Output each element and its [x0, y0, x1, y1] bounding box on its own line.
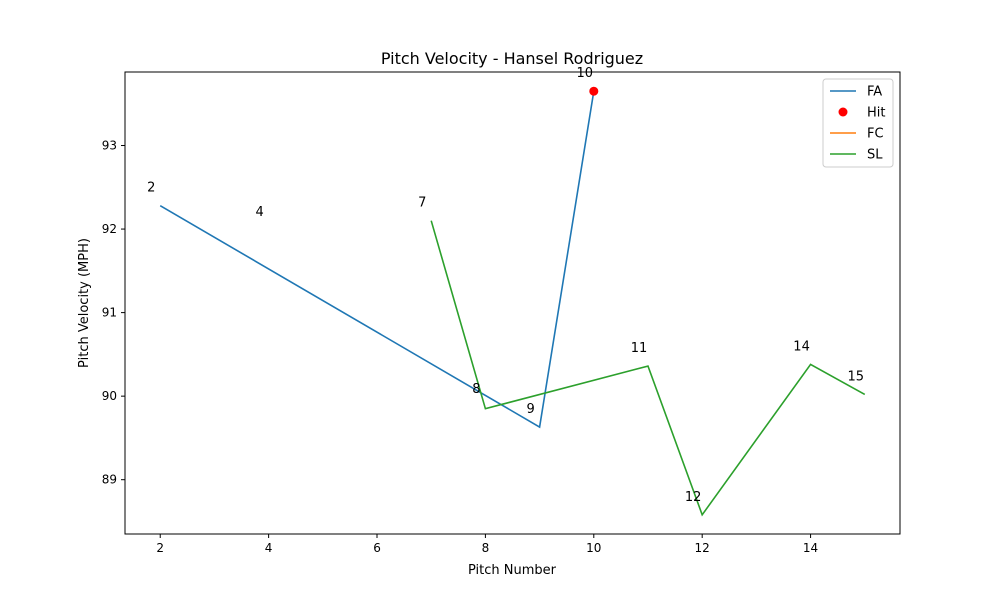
y-tick-label: 89 [102, 473, 117, 487]
x-tick-label: 4 [265, 541, 273, 555]
point-label: 2 [147, 181, 155, 196]
x-axis-label: Pitch Number [468, 563, 557, 578]
series-line-sl [430, 220, 866, 517]
x-axis: 2 4 6 8 10 12 14 [156, 534, 818, 555]
y-axis: 89 90 91 92 93 [102, 139, 125, 487]
point-label: 15 [847, 369, 864, 384]
legend-label-fa: FA [867, 85, 882, 100]
x-tick-label: 8 [482, 541, 490, 555]
hit-point [589, 86, 599, 96]
legend-label-hit: Hit [867, 106, 885, 121]
y-tick-label: 91 [102, 306, 117, 320]
legend: FA Hit FC SL [822, 78, 894, 168]
x-tick-label: 10 [586, 541, 601, 555]
x-tick-label: 2 [156, 541, 164, 555]
plot-area [159, 86, 866, 517]
y-tick-label: 92 [102, 222, 117, 236]
y-tick-label: 93 [102, 139, 117, 153]
point-label: 10 [577, 66, 594, 81]
legend-marker-hit [838, 107, 848, 117]
x-tick-label: 14 [803, 541, 818, 555]
legend-label-fc: FC [867, 127, 884, 142]
x-tick-label: 6 [373, 541, 381, 555]
legend-box [822, 78, 894, 168]
point-label: 11 [631, 341, 648, 356]
y-axis-label: Pitch Velocity (MPH) [77, 238, 92, 368]
point-label: 9 [526, 402, 534, 417]
point-annotations: 2 4 7 8 9 10 11 12 14 15 [147, 66, 864, 505]
point-label: 4 [255, 205, 263, 220]
point-label: 7 [418, 196, 426, 211]
legend-label-sl: SL [867, 148, 883, 163]
x-tick-label: 12 [695, 541, 710, 555]
y-tick-label: 90 [102, 389, 117, 403]
point-label: 8 [472, 382, 480, 397]
plot-frame [124, 71, 901, 535]
chart-title: Pitch Velocity - Hansel Rodriguez [381, 49, 643, 68]
point-label: 14 [793, 339, 810, 354]
point-label: 12 [685, 490, 702, 505]
series-line-fa [159, 91, 595, 429]
